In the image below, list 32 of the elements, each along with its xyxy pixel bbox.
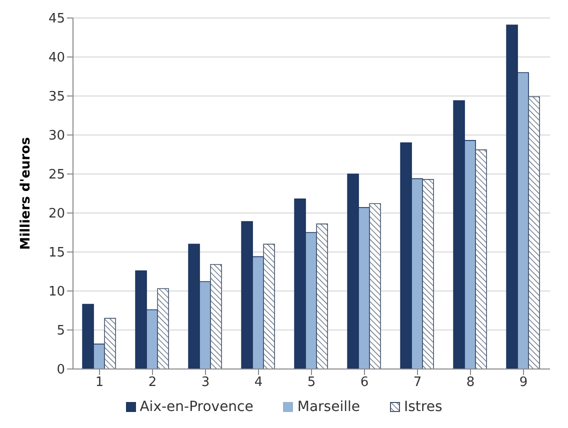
y-tick-label: 25 [48, 168, 65, 183]
x-tick-label: 5 [307, 375, 316, 390]
bar [528, 96, 540, 369]
bar [263, 244, 275, 369]
legend-label: Marseille [296, 399, 360, 415]
y-tick-label: 30 [48, 128, 65, 144]
bar [369, 203, 381, 369]
bar [157, 288, 169, 369]
y-tick-label: 5 [56, 324, 65, 339]
bar [422, 179, 434, 369]
legend-label: Aix-en-Provence [138, 399, 254, 415]
y-tick-label: 45 [48, 12, 65, 27]
x-tick-label: 6 [360, 375, 369, 390]
bar [104, 318, 116, 369]
x-tick-label: 4 [254, 375, 263, 390]
x-tick-label: 7 [413, 375, 422, 390]
y-tick-label: 0 [56, 362, 65, 378]
y-tick-label: 20 [48, 206, 65, 222]
y-tick-label: 40 [48, 50, 65, 66]
x-tick-label: 1 [95, 375, 104, 390]
bar [210, 264, 222, 369]
y-tick-label: 15 [48, 246, 65, 261]
y-axis-title: Milliers d'euros [18, 136, 34, 250]
bar [316, 224, 328, 369]
y-tick-label: 10 [48, 284, 65, 300]
legend-label: Istres [402, 399, 442, 415]
y-tick-label: 35 [48, 90, 65, 105]
x-tick-label: 8 [466, 375, 475, 390]
x-tick-label: 3 [201, 375, 210, 390]
x-tick-label: 2 [148, 375, 157, 390]
bar [475, 149, 487, 369]
x-tick-label: 9 [519, 375, 528, 390]
